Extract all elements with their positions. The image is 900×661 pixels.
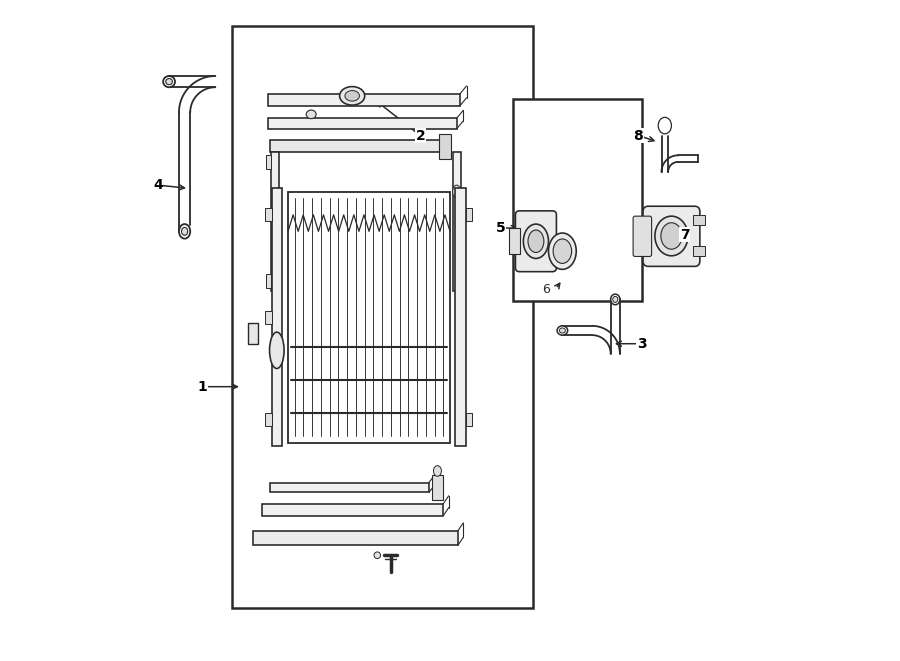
Bar	[513, 99, 642, 301]
Text: 7: 7	[680, 227, 689, 242]
Ellipse shape	[554, 239, 572, 263]
Ellipse shape	[524, 224, 548, 258]
Bar	[268, 118, 456, 129]
Bar	[265, 413, 272, 426]
Ellipse shape	[453, 185, 461, 198]
Bar	[693, 246, 705, 256]
Ellipse shape	[306, 110, 316, 119]
Text: 4: 4	[153, 178, 163, 192]
Bar	[466, 208, 472, 221]
Bar	[270, 140, 442, 152]
Ellipse shape	[166, 79, 173, 85]
Ellipse shape	[374, 552, 381, 559]
Ellipse shape	[610, 294, 620, 305]
Ellipse shape	[163, 76, 175, 87]
Ellipse shape	[557, 326, 568, 335]
FancyBboxPatch shape	[516, 211, 556, 272]
Bar	[232, 26, 533, 608]
Bar	[271, 152, 279, 291]
Ellipse shape	[434, 465, 441, 476]
FancyBboxPatch shape	[633, 216, 652, 256]
Bar	[466, 413, 472, 426]
Bar	[455, 188, 466, 446]
Bar	[265, 311, 272, 324]
Text: 1: 1	[197, 379, 207, 394]
Bar	[266, 274, 271, 288]
Ellipse shape	[345, 91, 359, 101]
Bar	[253, 531, 458, 545]
Ellipse shape	[661, 223, 682, 249]
Bar	[270, 483, 428, 492]
Text: 6: 6	[542, 283, 550, 296]
FancyBboxPatch shape	[643, 206, 700, 266]
Bar	[262, 504, 444, 516]
Bar	[288, 192, 450, 443]
Text: 8: 8	[634, 128, 643, 143]
Ellipse shape	[548, 233, 576, 270]
Ellipse shape	[613, 296, 617, 302]
Text: 3: 3	[637, 336, 646, 351]
Ellipse shape	[655, 216, 688, 256]
Text: 5: 5	[496, 221, 506, 235]
Bar	[265, 208, 272, 221]
Bar	[432, 475, 443, 500]
Bar	[439, 134, 451, 159]
Text: 2: 2	[416, 128, 425, 143]
Bar	[266, 155, 271, 169]
Ellipse shape	[182, 227, 188, 235]
Bar	[509, 228, 520, 254]
Bar	[268, 94, 460, 106]
Bar	[272, 188, 282, 446]
Ellipse shape	[179, 224, 190, 239]
Ellipse shape	[528, 230, 544, 253]
Ellipse shape	[560, 328, 565, 333]
Bar	[248, 323, 257, 344]
Ellipse shape	[339, 87, 365, 105]
Bar	[693, 215, 705, 225]
Ellipse shape	[269, 332, 284, 369]
Bar	[453, 152, 461, 291]
